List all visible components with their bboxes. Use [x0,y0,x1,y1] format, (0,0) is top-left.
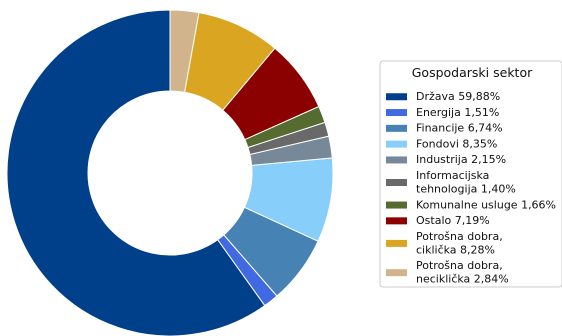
legend-label-3: Fondovi 8,35% [416,137,497,150]
legend-label-6: Komunalne usluge 1,66% [416,198,556,211]
legend-label-0: Država 59,88% [416,90,500,103]
legend-label-5: Informacijska tehnologija 1,40% [416,169,516,196]
legend-swatch-9 [386,269,407,277]
legend: Gospodarski sektor Država 59,88% Energija… [379,60,562,288]
legend-swatch-2 [386,124,407,132]
legend-title: Gospodarski sektor [412,65,533,80]
legend-swatch-1 [386,109,407,117]
legend-label-1: Energija 1,51% [416,106,499,119]
legend-swatch-0 [386,93,407,101]
legend-items: Država 59,88% Energija 1,51% Financije 6,7… [386,90,556,286]
legend-swatch-6 [386,201,407,209]
legend-label-2: Financije 6,74% [416,122,503,135]
legend-label-8: Potrošna dobra, ciklička 8,28% [416,230,503,257]
donut-slices [6,9,334,336]
legend-swatch-4 [386,156,407,164]
legend-frame [379,60,562,288]
donut-slice-9 [169,9,200,93]
legend-swatch-3 [386,140,407,148]
legend-label-9: Potrošna dobra, neciklička 2,84% [416,259,509,286]
legend-swatch-8 [386,239,407,247]
donut-slice-0 [6,9,266,336]
legend-swatch-5 [386,179,407,186]
legend-label-4: Industrija 2,15% [416,153,506,166]
legend-label-7: Ostalo 7,19% [416,214,490,227]
legend-swatch-7 [386,217,407,225]
